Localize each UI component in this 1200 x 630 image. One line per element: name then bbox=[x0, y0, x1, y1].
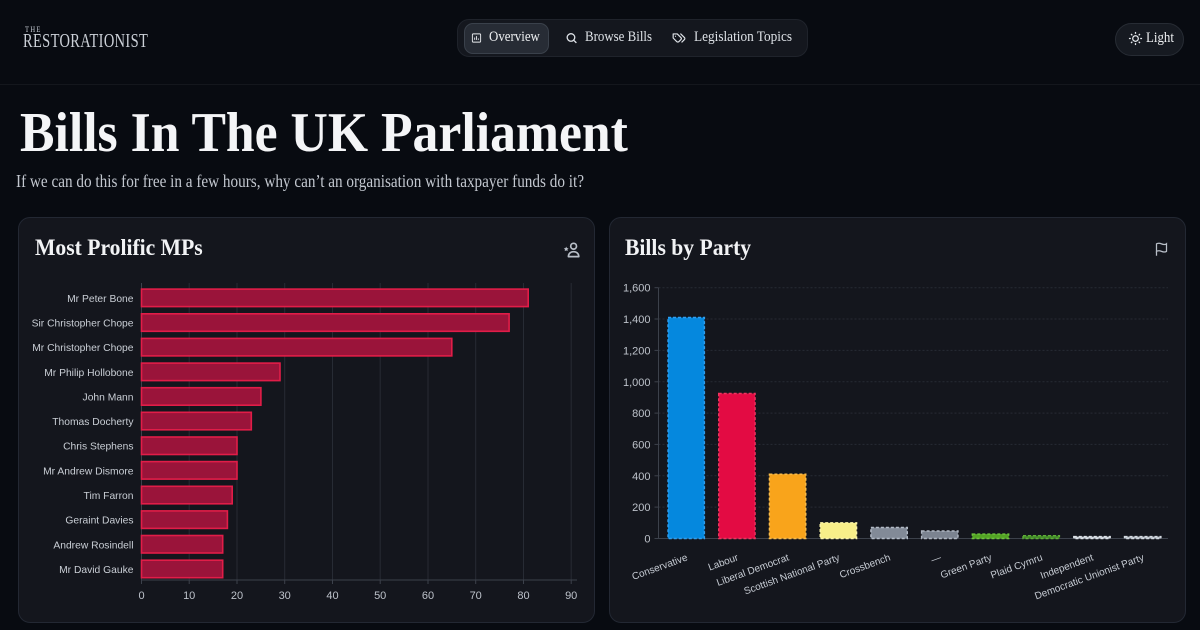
svg-text:40: 40 bbox=[326, 590, 338, 602]
svg-text:Mr Andrew Dismore: Mr Andrew Dismore bbox=[43, 466, 134, 477]
svg-text:Mr Christopher Chope: Mr Christopher Chope bbox=[32, 343, 134, 354]
svg-text:200: 200 bbox=[632, 502, 650, 514]
svg-text:John Mann: John Mann bbox=[83, 393, 134, 404]
svg-text:Chris Stephens: Chris Stephens bbox=[63, 442, 133, 453]
svg-text:800: 800 bbox=[632, 408, 650, 420]
svg-text:Mr Peter Bone: Mr Peter Bone bbox=[67, 294, 134, 305]
svg-text:Tim Farron: Tim Farron bbox=[84, 491, 134, 502]
svg-text:Crossbench: Crossbench bbox=[838, 552, 892, 581]
svg-text:600: 600 bbox=[632, 439, 650, 451]
svg-text:10: 10 bbox=[183, 590, 195, 602]
svg-text:—: — bbox=[930, 552, 943, 566]
svg-text:20: 20 bbox=[231, 590, 243, 602]
svg-text:1,000: 1,000 bbox=[623, 377, 651, 389]
svg-text:Mr Philip Hollobone: Mr Philip Hollobone bbox=[44, 368, 134, 379]
svg-text:0: 0 bbox=[644, 534, 650, 546]
svg-text:Plaid Cymru: Plaid Cymru bbox=[989, 552, 1044, 581]
svg-text:60: 60 bbox=[422, 590, 434, 602]
svg-text:1,600: 1,600 bbox=[623, 283, 651, 295]
svg-text:Mr David Gauke: Mr David Gauke bbox=[59, 565, 134, 576]
svg-text:Conservative: Conservative bbox=[631, 552, 690, 582]
svg-text:1,400: 1,400 bbox=[623, 314, 651, 326]
svg-text:Green Party: Green Party bbox=[939, 552, 993, 581]
svg-text:70: 70 bbox=[470, 590, 482, 602]
svg-text:30: 30 bbox=[279, 590, 291, 602]
svg-text:Andrew Rosindell: Andrew Rosindell bbox=[53, 540, 133, 551]
svg-text:Geraint Davies: Geraint Davies bbox=[65, 516, 133, 527]
svg-text:1,200: 1,200 bbox=[623, 345, 651, 357]
svg-text:80: 80 bbox=[517, 590, 529, 602]
svg-text:Thomas Docherty: Thomas Docherty bbox=[52, 417, 134, 428]
svg-text:50: 50 bbox=[374, 590, 386, 602]
svg-text:90: 90 bbox=[565, 590, 577, 602]
svg-text:0: 0 bbox=[138, 590, 144, 602]
svg-text:Scottish National Party: Scottish National Party bbox=[743, 552, 842, 597]
svg-text:400: 400 bbox=[632, 471, 650, 483]
svg-text:Sir Christopher Chope: Sir Christopher Chope bbox=[32, 319, 134, 330]
